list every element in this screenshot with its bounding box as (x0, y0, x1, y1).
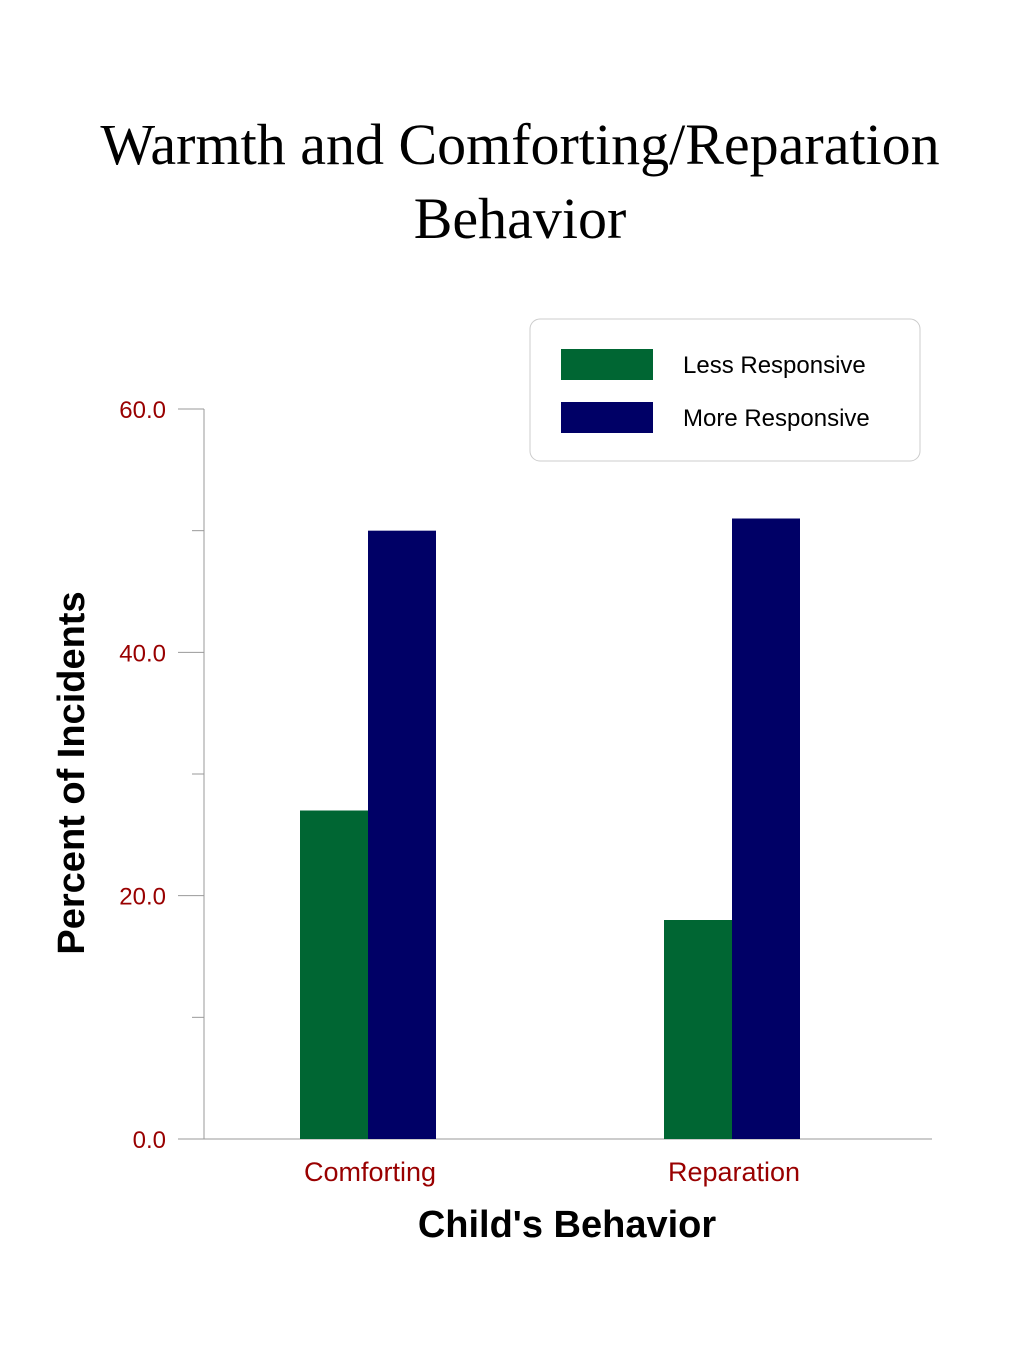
chart-title: Warmth and Comforting/Reparation Behavio… (0, 108, 1024, 256)
y-tick-label: 20.0 (119, 884, 166, 911)
chart-title-line-2: Behavior (413, 186, 627, 251)
bar-reparation-less-responsive (664, 920, 732, 1139)
x-axis-title: Child's Behavior (418, 1204, 717, 1246)
legend-swatch-more-responsive (561, 402, 653, 433)
legend-label-more-responsive: More Responsive (683, 405, 870, 432)
y-tick-label: 0.0 (133, 1127, 166, 1154)
x-category-label: Reparation (668, 1157, 800, 1187)
y-tick-label: 40.0 (119, 640, 166, 667)
y-axis-title: Percent of Incidents (51, 591, 93, 954)
axes (178, 409, 932, 1140)
legend-box (529, 318, 921, 462)
chart-title-line-1: Warmth and Comforting/Reparation (100, 112, 940, 177)
y-ticks: 0.0 20.0 40.0 60.0 (119, 397, 204, 1154)
x-category-label: Comforting (304, 1157, 436, 1187)
bars (300, 518, 800, 1139)
x-categories: Comforting Reparation (304, 1157, 800, 1187)
bar-comforting-less-responsive (300, 810, 368, 1139)
bar-comforting-more-responsive (368, 530, 436, 1139)
bar-reparation-more-responsive (732, 518, 800, 1139)
legend-label-less-responsive: Less Responsive (683, 352, 866, 379)
legend: Less Responsive More Responsive (529, 318, 921, 462)
legend-swatch-less-responsive (561, 349, 653, 380)
y-tick-label: 60.0 (119, 397, 166, 424)
